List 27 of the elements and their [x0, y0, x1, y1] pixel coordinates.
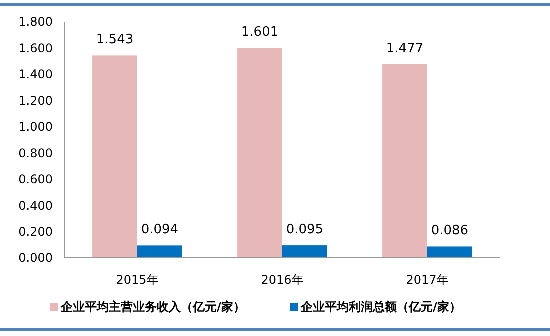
bar — [428, 246, 472, 258]
y-tick-label: 0.400 — [18, 198, 53, 213]
data-label: 0.086 — [431, 224, 469, 239]
bar — [92, 56, 138, 258]
legend-label: 企业平均利润总额（亿元/家） — [300, 300, 462, 314]
data-label: 1.601 — [241, 25, 279, 40]
y-tick-label: 1.200 — [18, 94, 53, 108]
y-tick-label: 0.800 — [18, 146, 53, 160]
y-tick-label: 0.600 — [18, 172, 53, 187]
data-label: 1.543 — [96, 32, 134, 48]
bar — [238, 48, 282, 258]
data-label: 1.477 — [386, 41, 424, 56]
data-label: 0.094 — [141, 222, 179, 238]
y-tick-label: 1.400 — [18, 68, 53, 82]
data-label: 0.095 — [286, 222, 324, 238]
y-tick-label: 1.600 — [18, 41, 53, 56]
x-tick-label: 2017年 — [406, 273, 449, 287]
y-tick-label: 1.000 — [18, 120, 53, 134]
y-tick-label: 0.000 — [18, 251, 53, 266]
bar — [138, 246, 182, 258]
y-tick-label: 0.200 — [18, 224, 53, 239]
legend-label: 企业平均主营业务收入（亿元/家） — [60, 300, 246, 314]
y-tick-label: 1.800 — [18, 15, 53, 30]
x-tick-label: 2015年 — [116, 273, 159, 287]
x-tick-label: 2016年 — [261, 273, 304, 287]
bar — [382, 64, 428, 258]
bar — [282, 246, 328, 258]
